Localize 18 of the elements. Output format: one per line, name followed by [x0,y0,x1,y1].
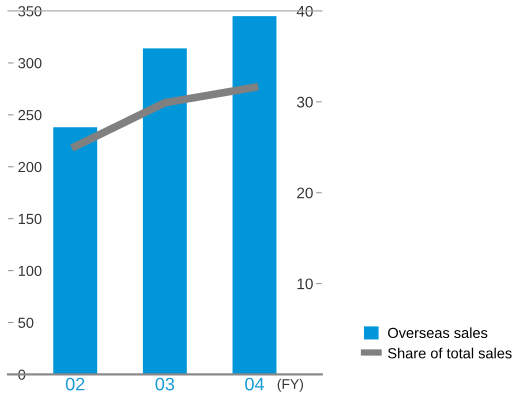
legend-label: Share of total sales [388,348,512,358]
y2-tick-label: 10 [298,278,313,290]
bar [53,127,98,374]
x-axis-title: (FY) [278,378,303,392]
y2-tick-label: 30 [296,96,313,108]
x-tick-label: 02 [66,378,84,390]
y-tick-label: 100 [18,266,42,276]
y-tick-label: 50 [18,318,34,328]
y-tick-label: 250 [18,110,42,120]
y-tick-label: 300 [18,58,42,68]
y2-tick-label: 20 [297,188,313,198]
bar [232,16,276,374]
x-tick-label: 04 [245,378,264,390]
y-tick-label: 150 [18,214,42,224]
x-tick-label: 03 [156,378,174,390]
legend-label: Overseas sales [388,327,488,338]
y-tick-label: 200 [18,162,42,172]
bar [142,48,187,374]
